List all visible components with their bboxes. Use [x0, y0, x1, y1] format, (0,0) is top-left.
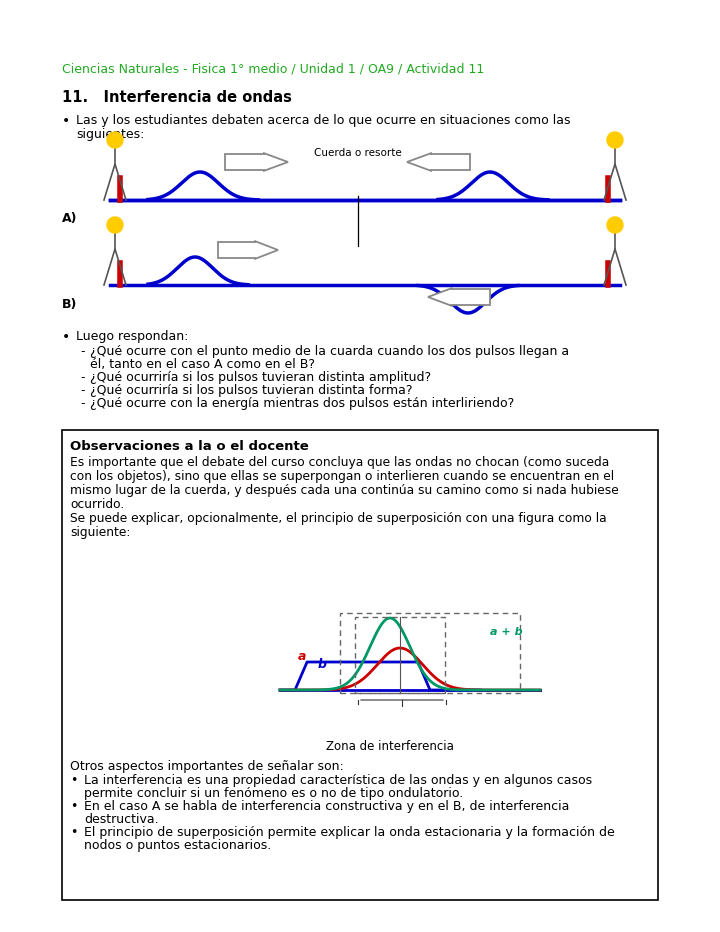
- Text: siguientes:: siguientes:: [76, 128, 145, 141]
- Text: permite concluir si un fenómeno es o no de tipo ondulatorio.: permite concluir si un fenómeno es o no …: [84, 787, 463, 800]
- Circle shape: [607, 217, 623, 233]
- Text: La interferencia es una propiedad característica de las ondas y en algunos casos: La interferencia es una propiedad caract…: [84, 774, 592, 787]
- Text: destructiva.: destructiva.: [84, 813, 158, 826]
- Text: -: -: [80, 384, 84, 397]
- Text: -: -: [80, 371, 84, 384]
- Text: él, tanto en el caso A como en el B?: él, tanto en el caso A como en el B?: [90, 358, 315, 371]
- Text: ¿Qué ocurre con la energía mientras dos pulsos están interliriendo?: ¿Qué ocurre con la energía mientras dos …: [90, 397, 514, 410]
- Text: Otros aspectos importantes de señalar son:: Otros aspectos importantes de señalar so…: [70, 760, 343, 773]
- Text: Se puede explicar, opcionalmente, el principio de superposición con una figura c: Se puede explicar, opcionalmente, el pri…: [70, 512, 607, 525]
- Text: Luego respondan:: Luego respondan:: [76, 330, 189, 343]
- Text: -: -: [80, 345, 84, 358]
- Text: a + b: a + b: [490, 627, 523, 637]
- Text: A): A): [62, 212, 78, 225]
- Text: •: •: [70, 800, 77, 813]
- Text: nodos o puntos estacionarios.: nodos o puntos estacionarios.: [84, 839, 271, 852]
- Text: Ciencias Naturales - Fisica 1° medio / Unidad 1 / OA9 / Actividad 11: Ciencias Naturales - Fisica 1° medio / U…: [62, 62, 485, 75]
- Text: •: •: [62, 114, 71, 128]
- Text: •: •: [62, 330, 71, 344]
- Text: ¿Qué ocurre con el punto medio de la cuarda cuando los dos pulsos llegan a: ¿Qué ocurre con el punto medio de la cua…: [90, 345, 569, 358]
- Text: Las y los estudiantes debaten acerca de lo que ocurre en situaciones como las: Las y los estudiantes debaten acerca de …: [76, 114, 570, 127]
- Text: Zona de interferencia: Zona de interferencia: [326, 740, 454, 753]
- Text: En el caso A se habla de interferencia constructiva y en el B, de interferencia: En el caso A se habla de interferencia c…: [84, 800, 570, 813]
- Text: Observaciones a la o el docente: Observaciones a la o el docente: [70, 440, 309, 453]
- Text: •: •: [70, 826, 77, 839]
- Text: El principio de superposición permite explicar la onda estacionaria y la formaci: El principio de superposición permite ex…: [84, 826, 615, 839]
- Circle shape: [107, 132, 123, 148]
- Text: b: b: [318, 658, 327, 671]
- Polygon shape: [218, 241, 278, 259]
- Text: mismo lugar de la cuerda, y después cada una continúa su camino como si nada hub: mismo lugar de la cuerda, y después cada…: [70, 484, 618, 497]
- Text: 11.   Interferencia de ondas: 11. Interferencia de ondas: [62, 90, 292, 105]
- Text: con los objetos), sino que ellas se superpongan o interlieren cuando se encuentr: con los objetos), sino que ellas se supe…: [70, 470, 614, 483]
- Text: B): B): [62, 298, 77, 311]
- Text: siguiente:: siguiente:: [70, 526, 130, 539]
- Circle shape: [607, 132, 623, 148]
- Text: ¿Qué ocurriría si los pulsos tuvieran distinta amplitud?: ¿Qué ocurriría si los pulsos tuvieran di…: [90, 371, 431, 384]
- Text: ocurrido.: ocurrido.: [70, 498, 125, 511]
- Polygon shape: [225, 153, 288, 171]
- Text: Cuerda o resorte: Cuerda o resorte: [314, 148, 402, 158]
- Text: •: •: [70, 774, 77, 787]
- Text: a: a: [298, 650, 307, 663]
- Polygon shape: [407, 153, 470, 171]
- Text: ¿Qué ocurriría si los pulsos tuvieran distinta forma?: ¿Qué ocurriría si los pulsos tuvieran di…: [90, 384, 413, 397]
- Polygon shape: [428, 288, 490, 306]
- Circle shape: [107, 217, 123, 233]
- FancyBboxPatch shape: [62, 430, 658, 900]
- Text: -: -: [80, 397, 84, 410]
- Text: Es importante que el debate del curso concluya que las ondas no chocan (como suc: Es importante que el debate del curso co…: [70, 456, 609, 469]
